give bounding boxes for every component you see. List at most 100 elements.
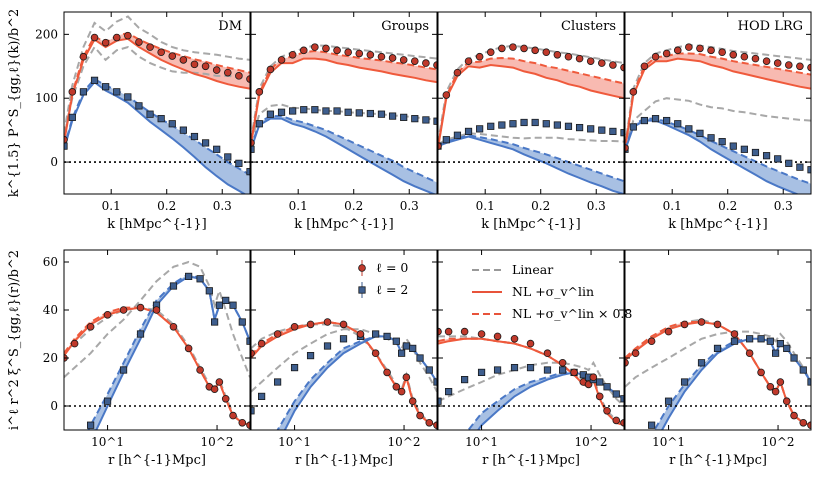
quadrupole-point (477, 368, 486, 377)
y-tick-label: 0 (50, 155, 58, 169)
x-tick-label: 0.2 (344, 199, 363, 213)
x-tick-label: 0.3 (587, 199, 606, 213)
quadrupole-point (258, 392, 266, 401)
monopole-point (408, 397, 417, 406)
x-tick-label: 10^1 (278, 435, 311, 449)
quadrupole-point (409, 344, 417, 353)
monopole-point (306, 320, 315, 329)
quadrupole-point (168, 120, 176, 128)
quadrupole-point (355, 109, 363, 117)
monopole-point (433, 61, 437, 69)
monopole-point (146, 43, 154, 51)
monopole-point (771, 387, 780, 396)
x-tick-label: 10^1 (652, 435, 685, 449)
monopole-point (444, 327, 453, 336)
panel-frame (437, 11, 625, 195)
quadrupole-point (422, 116, 430, 124)
x-axis-label: r [h^{-1}Mpc] (482, 453, 580, 468)
monopole-point (625, 359, 629, 367)
monopole-point (201, 62, 210, 71)
quadrupole-point (266, 110, 275, 118)
panel-r0-c0: 0.1 0.2 0.3 0 100 200 k [hMpc^{-1}] DM (35, 11, 251, 232)
nl-monopole-line (438, 63, 624, 149)
x-tick-label: 10^1 (91, 435, 124, 449)
quadrupole-point (762, 152, 771, 160)
monopole-point (257, 339, 266, 348)
quadrupole-point (157, 115, 165, 123)
quadrupole-point (783, 344, 791, 353)
quadrupole-point (339, 335, 348, 343)
monopole-point (425, 418, 434, 427)
monopole-point (509, 43, 517, 51)
quadrupole-band (468, 372, 624, 430)
quadrupole-point (224, 153, 232, 161)
quadrupole-point (746, 335, 754, 343)
x-axis-label: k [hMpc^{-1}] (668, 217, 768, 232)
x-tick-label: 10^2 (762, 435, 795, 449)
quadrupole-point (411, 115, 419, 123)
quadrupole-point (246, 168, 250, 176)
panel-frame (63, 249, 251, 431)
quadrupole-point (790, 354, 798, 362)
quadrupole-point (663, 116, 671, 125)
quadrupole-point (135, 102, 143, 110)
x-axis-label: r [h^{-1}Mpc] (295, 453, 393, 468)
quadrupole-point (553, 121, 561, 129)
monopole-point (68, 88, 77, 96)
x-axis-label: r [h^{-1}Mpc] (669, 453, 767, 468)
panel-r0-c2: 0.1 0.2 0.3 k [hMpc^{-1}] Clusters (437, 11, 625, 232)
quadrupole-point (509, 120, 517, 128)
quadrupole-point (87, 421, 95, 429)
quadrupole-point (169, 282, 178, 290)
monopole-point (416, 411, 424, 420)
monopole-point (651, 52, 660, 61)
quadrupole-point (425, 366, 433, 374)
panel-title: HOD LRG (738, 19, 803, 34)
monopole-point (558, 358, 567, 367)
y-tick-label: 0 (50, 399, 58, 413)
monopole-point (383, 368, 391, 377)
quadrupole-point (383, 332, 391, 341)
quadrupole-point (185, 272, 193, 281)
monopole-point (210, 385, 219, 394)
quadrupole-point (229, 301, 237, 309)
monopole-point (333, 46, 341, 55)
monopole-point (685, 43, 693, 51)
panel-frame (624, 11, 812, 195)
monopole-point (322, 44, 330, 53)
monopole-band (438, 58, 624, 148)
quadrupole-point (674, 120, 682, 128)
quadrupole-point (323, 342, 332, 350)
quadrupole-point (774, 155, 782, 163)
monopole-point (190, 60, 199, 69)
quadrupole-point (255, 120, 263, 128)
monopole-point (79, 52, 88, 61)
x-tick-label: 10^1 (465, 435, 498, 449)
monopole-point (707, 46, 715, 55)
monopole-point (356, 330, 365, 338)
monopole-point (157, 48, 165, 57)
quadrupole-point (796, 163, 804, 171)
monopole-point (392, 382, 401, 391)
monopole-point (790, 411, 798, 420)
panel-frame (63, 11, 251, 195)
monopole-point (751, 54, 760, 63)
quadrupole-point (205, 287, 213, 295)
quadrupole-point (311, 106, 319, 114)
legend-square-marker (358, 286, 366, 294)
x-tick-label: 0.3 (400, 199, 419, 213)
y-tick-label: 60 (43, 255, 58, 269)
monopole-point (266, 65, 275, 74)
monopole-point (612, 416, 621, 425)
monopole-point (575, 54, 584, 63)
quadrupole-point (300, 106, 308, 114)
monopole-point (64, 135, 68, 144)
quadrupole-point (729, 142, 737, 150)
y-tick-label: 100 (35, 91, 58, 105)
monopole-point (366, 50, 375, 59)
x-tick-label: 0.2 (531, 199, 550, 213)
quadrupole-point (372, 330, 380, 338)
quadrupole-point (596, 378, 604, 386)
monopole-point (498, 44, 506, 53)
x-axis-label: k [hMpc^{-1}] (481, 217, 581, 232)
